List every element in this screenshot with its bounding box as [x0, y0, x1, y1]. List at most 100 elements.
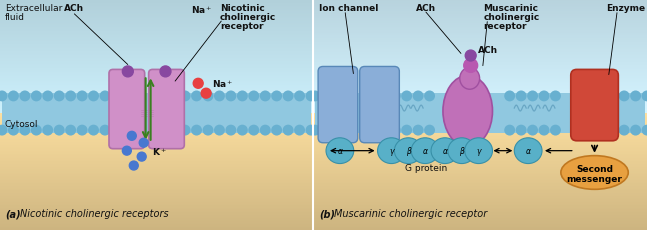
Ellipse shape — [443, 76, 492, 147]
Bar — [313, 164, 647, 166]
Bar — [0, 173, 313, 175]
Bar — [313, 119, 647, 121]
Circle shape — [464, 59, 477, 73]
Bar — [0, 224, 313, 226]
Bar — [0, 2, 313, 4]
Bar — [313, 5, 647, 7]
Bar — [0, 29, 313, 30]
Bar — [0, 64, 313, 66]
Bar — [0, 183, 313, 185]
Bar — [313, 216, 647, 218]
Bar — [0, 24, 313, 26]
Circle shape — [283, 91, 294, 102]
Bar — [313, 122, 647, 124]
Bar — [0, 8, 313, 9]
Bar — [313, 183, 647, 185]
Text: fluid: fluid — [5, 13, 25, 22]
Bar — [313, 136, 647, 138]
Circle shape — [618, 125, 629, 136]
Bar — [315, 94, 645, 133]
Circle shape — [0, 91, 7, 102]
Circle shape — [642, 91, 652, 102]
Bar — [313, 99, 647, 101]
Bar — [0, 193, 313, 195]
Bar — [0, 136, 313, 138]
Bar — [313, 192, 647, 194]
Bar — [0, 138, 313, 140]
Bar — [0, 105, 313, 106]
Bar — [313, 181, 647, 183]
Circle shape — [321, 91, 332, 102]
Bar — [313, 227, 647, 228]
Bar — [313, 202, 647, 204]
Bar — [313, 6, 647, 8]
Bar — [313, 189, 647, 191]
Bar — [313, 206, 647, 208]
Bar — [0, 117, 313, 119]
Bar — [0, 190, 313, 192]
Bar — [313, 60, 647, 61]
Circle shape — [294, 125, 305, 136]
Bar — [313, 190, 647, 192]
Bar — [313, 177, 647, 179]
Bar — [313, 193, 647, 195]
Circle shape — [160, 67, 171, 78]
Circle shape — [42, 91, 53, 102]
Bar — [0, 33, 313, 35]
Bar — [0, 40, 313, 42]
Bar — [0, 26, 313, 28]
Text: messenger: messenger — [567, 174, 622, 183]
Bar — [313, 225, 647, 227]
Bar — [0, 144, 313, 146]
Text: ACh: ACh — [477, 45, 498, 54]
Circle shape — [306, 125, 317, 136]
Circle shape — [65, 91, 76, 102]
Bar — [0, 167, 313, 169]
Bar — [313, 212, 647, 214]
Circle shape — [237, 125, 247, 136]
Bar — [0, 163, 313, 164]
Bar — [0, 157, 313, 159]
Bar — [313, 27, 647, 29]
Ellipse shape — [465, 138, 492, 164]
Ellipse shape — [515, 138, 542, 164]
Bar — [313, 33, 647, 35]
Bar — [0, 17, 313, 19]
Bar — [0, 112, 313, 113]
Bar — [313, 112, 647, 113]
Circle shape — [401, 91, 412, 102]
Circle shape — [0, 125, 7, 136]
Circle shape — [390, 91, 401, 102]
Bar — [313, 44, 647, 46]
Bar — [0, 60, 313, 61]
Bar — [0, 36, 313, 38]
Bar — [313, 12, 647, 14]
Bar — [313, 19, 647, 21]
Bar — [313, 50, 647, 52]
Bar — [313, 74, 647, 76]
Bar — [313, 37, 647, 39]
Bar — [0, 110, 313, 112]
Circle shape — [630, 91, 641, 102]
Bar — [0, 15, 313, 16]
Ellipse shape — [411, 138, 439, 164]
Bar — [0, 132, 313, 134]
Circle shape — [214, 125, 225, 136]
Bar — [0, 70, 313, 71]
Bar — [313, 75, 647, 77]
Bar — [2, 94, 311, 133]
Bar — [0, 78, 313, 80]
Bar — [0, 221, 313, 223]
Bar — [0, 3, 313, 5]
Text: ACh: ACh — [416, 4, 436, 13]
Bar — [0, 212, 313, 214]
Bar — [0, 61, 313, 63]
Bar — [0, 199, 313, 201]
Bar — [0, 227, 313, 228]
Circle shape — [214, 91, 225, 102]
Bar — [313, 170, 647, 172]
Bar — [0, 160, 313, 161]
Bar — [0, 82, 313, 84]
FancyBboxPatch shape — [318, 67, 358, 143]
Bar — [0, 129, 313, 131]
